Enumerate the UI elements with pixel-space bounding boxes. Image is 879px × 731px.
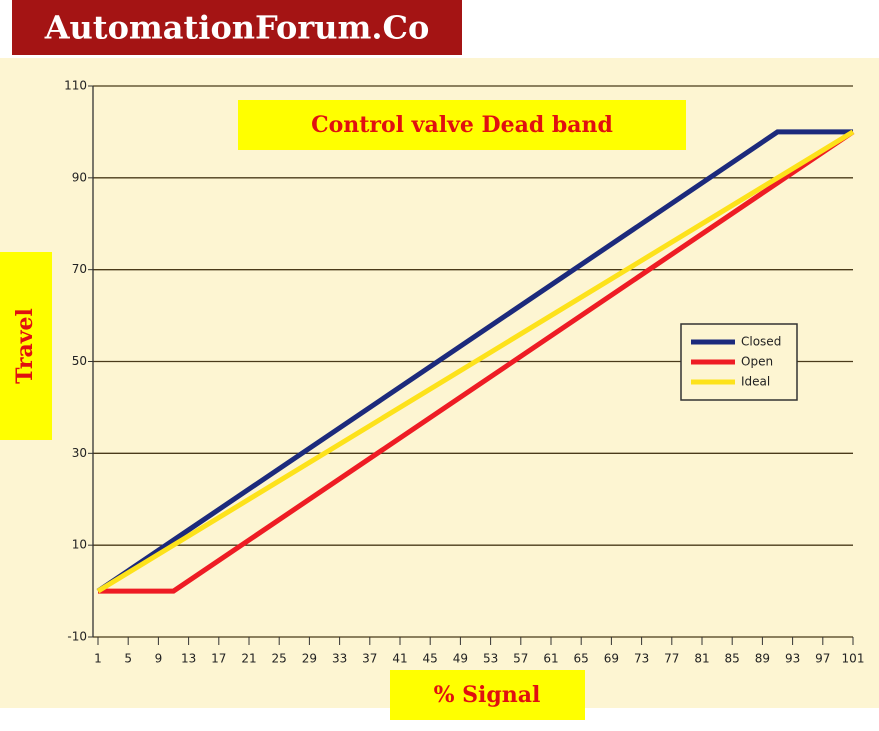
ylabel-box [0, 252, 52, 440]
x-tick-label: 73 [634, 652, 649, 666]
y-tick-label: 30 [72, 446, 87, 460]
x-tick-label: 25 [272, 652, 287, 666]
xlabel-box [390, 670, 585, 720]
x-tick-label: 33 [332, 652, 347, 666]
x-axis-label: % Signal [434, 682, 541, 708]
x-tick-label: 41 [392, 652, 407, 666]
x-tick-label: 77 [664, 652, 679, 666]
x-tick-label: 37 [362, 652, 377, 666]
y-axis-label: Travel [12, 308, 38, 384]
title-box [238, 100, 686, 150]
y-tick-label: 70 [72, 262, 87, 276]
x-tick-label: 45 [423, 652, 438, 666]
x-tick-label: 97 [815, 652, 830, 666]
y-tick-label: 110 [64, 79, 87, 93]
legend-label: Open [741, 355, 773, 369]
chart-title: Control valve Dead band [311, 112, 613, 138]
y-tick-label: 50 [72, 354, 87, 368]
x-tick-label: 17 [211, 652, 226, 666]
x-tick-label: 21 [241, 652, 256, 666]
y-tick-label: -10 [67, 630, 87, 644]
legend-label: Closed [741, 335, 781, 349]
x-tick-label: 101 [842, 652, 865, 666]
x-tick-label: 9 [155, 652, 163, 666]
x-tick-label: 81 [694, 652, 709, 666]
y-tick-label: 10 [72, 538, 87, 552]
legend-label: Ideal [741, 375, 770, 389]
series-line [96, 129, 855, 594]
y-tick-label: 90 [72, 170, 87, 184]
x-tick-label: 53 [483, 652, 498, 666]
banner-title: AutomationForum.Co [44, 9, 430, 47]
x-tick-label: 57 [513, 652, 528, 666]
x-tick-label: 1 [94, 652, 102, 666]
x-tick-label: 65 [574, 652, 589, 666]
x-tick-label: 89 [755, 652, 770, 666]
x-tick-label: 29 [302, 652, 317, 666]
x-tick-label: 69 [604, 652, 619, 666]
x-tick-label: 49 [453, 652, 468, 666]
x-tick-label: 85 [725, 652, 740, 666]
x-tick-label: 5 [124, 652, 132, 666]
x-tick-label: 93 [785, 652, 800, 666]
x-tick-label: 13 [181, 652, 196, 666]
x-tick-label: 61 [543, 652, 558, 666]
banner [12, 0, 462, 55]
